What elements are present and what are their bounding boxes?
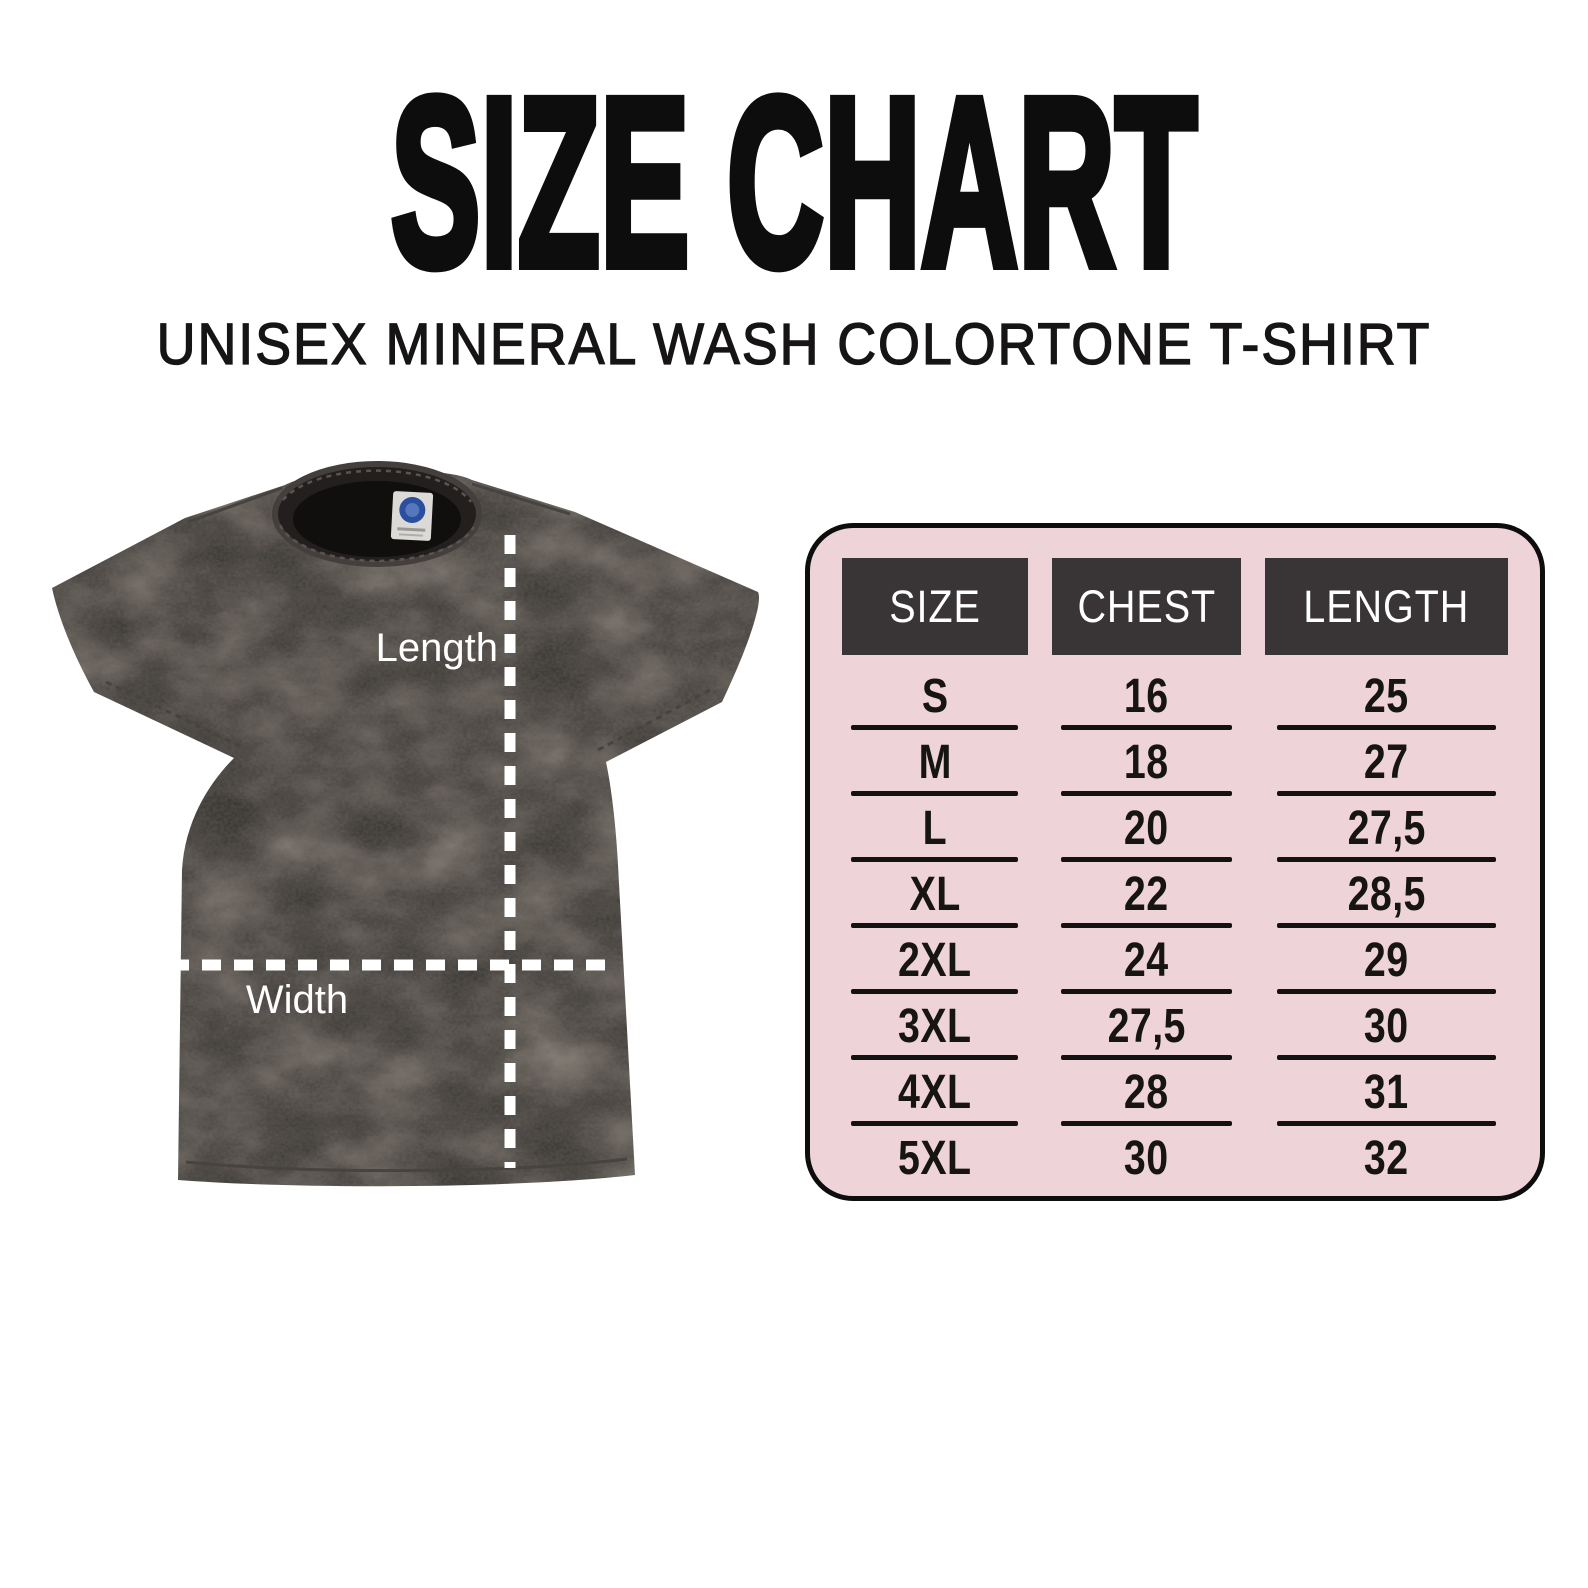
length-cell: 27	[1265, 729, 1508, 796]
length-cell: 30	[1265, 993, 1508, 1060]
table-row-4xl: 4XL 28 31	[842, 1059, 1508, 1126]
page-title: SIZE CHART	[388, 48, 1200, 316]
size-cell: 5XL	[898, 1131, 972, 1185]
table-row-xl: XL 22 28,5	[842, 861, 1508, 928]
chest-cell: 16	[1052, 663, 1242, 730]
size-cell: L	[842, 795, 1028, 862]
size-cell: 4XL	[842, 1059, 1028, 1126]
width-label: Width	[246, 978, 348, 1022]
chest-cell: 27,5	[1052, 993, 1242, 1060]
chest-cell: 24	[1052, 927, 1242, 994]
chest-cell: 28	[1052, 1059, 1242, 1126]
column-header-chest: CHEST	[1051, 558, 1242, 655]
column-header-size: SIZE	[842, 558, 1028, 655]
left-cuff-seam	[105, 680, 241, 748]
size-cell: XL	[842, 861, 1028, 928]
table-row-3xl: 3XL 27,5 30	[842, 993, 1508, 1060]
size-cell: 2XL	[842, 927, 1028, 994]
table-row-l: L 20 27,5	[842, 795, 1508, 862]
chest-cell: 18	[1052, 729, 1242, 796]
right-shoulder-seam	[471, 482, 571, 516]
table-header-row: SIZE CHEST LENGTH	[842, 558, 1508, 655]
neck-tag	[390, 491, 434, 541]
page-subtitle: UNISEX MINERAL WASH COLORTONE T-SHIRT	[156, 312, 1432, 377]
chest-cell: 20	[1052, 795, 1242, 862]
length-cell: 25	[1265, 663, 1508, 730]
length-cell: 28,5	[1265, 861, 1508, 928]
size-cell: S	[842, 663, 1028, 730]
collar-opening	[293, 481, 461, 557]
hem-seam	[185, 1157, 628, 1173]
collar-stitching-top	[282, 469, 473, 503]
length-cell: 32	[1364, 1131, 1409, 1185]
length-cell: 31	[1265, 1059, 1508, 1126]
column-header-length: LENGTH	[1265, 558, 1508, 655]
size-table: SIZE CHEST LENGTH S 16 25 M 18 27 L 20 27,5 XL 22 28,…	[805, 523, 1545, 1201]
table-row-2xl: 2XL 24 29	[842, 927, 1508, 994]
size-cell: M	[842, 729, 1028, 796]
collar-stitching	[278, 524, 476, 563]
table-row-5xl: 5XL 30 32	[842, 1125, 1508, 1191]
tshirt-body	[52, 470, 760, 1187]
chest-cell: 22	[1052, 861, 1242, 928]
length-label: Length	[376, 626, 498, 670]
chest-cell: 30	[1124, 1131, 1169, 1185]
length-cell: 27,5	[1265, 795, 1508, 862]
table-row-s: S 16 25	[842, 663, 1508, 730]
size-cell: 3XL	[842, 993, 1028, 1060]
table-body: S 16 25 M 18 27 L 20 27,5 XL 22 28,5 2XL 24 29 3XL 27,5 3…	[842, 663, 1508, 1191]
left-shoulder-seam	[187, 486, 283, 524]
length-cell: 29	[1265, 927, 1508, 994]
tshirt-measurement-figure: Length Width	[52, 461, 760, 1187]
table-row-m: M 18 27	[842, 729, 1508, 796]
